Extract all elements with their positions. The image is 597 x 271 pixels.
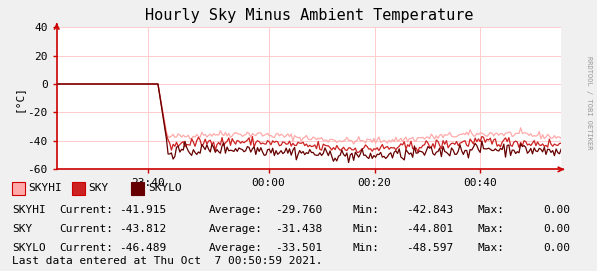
Text: -33.501: -33.501 [275,243,322,253]
Text: Max:: Max: [478,224,504,234]
Text: Min:: Min: [352,224,379,234]
Text: SKYHI: SKYHI [12,205,46,215]
Text: RRDTOOL / TOBI OETIKER: RRDTOOL / TOBI OETIKER [586,56,592,150]
Text: SKY: SKY [12,224,32,234]
Text: -29.760: -29.760 [275,205,322,215]
Text: -44.801: -44.801 [406,224,453,234]
Text: SKYLO: SKYLO [148,183,182,193]
Text: Max:: Max: [478,205,504,215]
Text: SKY: SKY [88,183,109,193]
Text: Min:: Min: [352,243,379,253]
Text: -46.489: -46.489 [119,243,167,253]
Text: [°C]: [°C] [14,85,24,112]
Text: Current:: Current: [60,205,113,215]
Title: Hourly Sky Minus Ambient Temperature: Hourly Sky Minus Ambient Temperature [144,8,473,23]
Text: 0.00: 0.00 [543,224,570,234]
Text: Average:: Average: [209,224,263,234]
Text: Min:: Min: [352,205,379,215]
Text: 0.00: 0.00 [543,243,570,253]
Text: SKYHI: SKYHI [29,183,63,193]
Text: Current:: Current: [60,243,113,253]
Text: Average:: Average: [209,243,263,253]
Text: -48.597: -48.597 [406,243,453,253]
Text: Current:: Current: [60,224,113,234]
Text: SKYLO: SKYLO [12,243,46,253]
Text: Max:: Max: [478,243,504,253]
Text: -42.843: -42.843 [406,205,453,215]
Text: -43.812: -43.812 [119,224,167,234]
Text: Last data entered at Thu Oct  7 00:50:59 2021.: Last data entered at Thu Oct 7 00:50:59 … [12,256,322,266]
Text: Average:: Average: [209,205,263,215]
Text: -31.438: -31.438 [275,224,322,234]
Text: -41.915: -41.915 [119,205,167,215]
Text: 0.00: 0.00 [543,205,570,215]
